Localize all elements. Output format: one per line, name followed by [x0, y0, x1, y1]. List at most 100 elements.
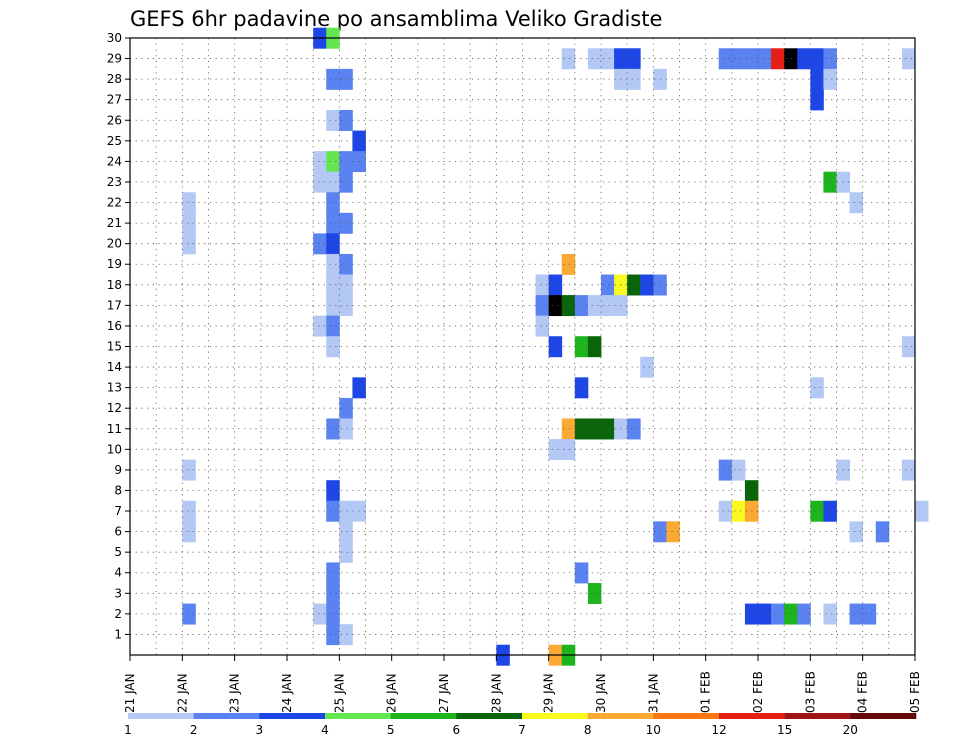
heatmap-cell [561, 439, 576, 461]
y-tick-label: 7 [114, 504, 122, 518]
heatmap-cell [810, 68, 824, 90]
legend-label: 6 [452, 723, 460, 737]
legend-swatch [850, 713, 917, 719]
y-tick-label: 20 [107, 237, 122, 251]
y-tick-label: 8 [114, 483, 122, 497]
legend-swatch [193, 713, 260, 719]
heatmap-cell [731, 48, 746, 70]
y-tick-label: 19 [107, 257, 122, 271]
heatmap-cell [339, 521, 353, 543]
legend-label: 3 [255, 723, 263, 737]
y-tick-label: 28 [107, 72, 122, 86]
heatmap-cell [640, 274, 654, 296]
heatmap-cell [339, 171, 353, 193]
heatmap-cell [601, 418, 615, 440]
heatmap-cell [574, 336, 589, 358]
heatmap-cell [326, 233, 340, 255]
heatmap-cell [326, 583, 340, 604]
legend-swatch [325, 713, 391, 719]
y-tick-label: 2 [114, 607, 122, 621]
heatmap-cell [810, 377, 824, 399]
y-tick-label: 4 [114, 566, 122, 580]
legend-label: 4 [321, 723, 329, 737]
y-tick-label: 11 [107, 422, 122, 436]
heatmap-cell [561, 418, 576, 440]
legend-label: 7 [518, 723, 526, 737]
heatmap-cell [849, 603, 864, 625]
heatmap-cell [561, 295, 576, 317]
heatmap-cell [535, 295, 550, 317]
heatmap-cell [718, 459, 733, 481]
legend-swatch [587, 713, 654, 719]
y-tick-label: 13 [107, 381, 122, 395]
heatmap-cell [326, 500, 340, 522]
heatmap-cell [823, 48, 837, 70]
heatmap-cell [587, 336, 602, 358]
heatmap-cell [601, 48, 615, 70]
heatmap-cell [823, 603, 837, 625]
heatmap-cell [797, 48, 811, 70]
heatmap-cell [640, 356, 654, 378]
heatmap-cell [601, 295, 615, 317]
heatmap-cell [758, 603, 772, 625]
heatmap-cell [339, 151, 353, 173]
legend-label: 2 [190, 723, 198, 737]
legend-swatch [259, 713, 326, 719]
heatmap-cell [823, 500, 837, 522]
heatmap-cell [313, 315, 327, 337]
heatmap-cell [810, 500, 824, 522]
heatmap-cell [326, 171, 340, 193]
heatmap-cell [731, 500, 746, 522]
legend-swatch [653, 713, 720, 719]
x-tick-label: 29 JAN [542, 673, 556, 713]
heatmap-cell [548, 274, 563, 296]
heatmap-cell [313, 233, 327, 255]
x-tick-label: 26 JAN [385, 673, 399, 713]
heatmap-cell [849, 192, 864, 214]
legend-label: 5 [387, 723, 395, 737]
legend-label: 10 [646, 723, 661, 737]
heatmap-cell [587, 583, 602, 604]
heatmap-cell [627, 418, 641, 440]
x-tick-label: 30 JAN [594, 673, 608, 713]
x-tick-label: 04 FEB [856, 671, 870, 713]
heatmap-cell [810, 89, 824, 111]
y-tick-label: 1 [114, 627, 122, 641]
heatmap-cell [574, 562, 589, 584]
y-tick-label: 10 [107, 442, 122, 456]
heatmap-cell [561, 48, 576, 70]
heatmap-cell [339, 295, 353, 317]
heatmap-cell [326, 151, 340, 173]
x-axis: 21 JAN 22 JAN 23 JAN 24 JAN 25 JAN 26 JAN 27 J… [123, 655, 922, 713]
heatmap-cell [339, 253, 353, 275]
y-tick-label: 26 [107, 113, 122, 127]
heatmap-cell [797, 603, 811, 625]
x-tick-label: 21 JAN [123, 673, 137, 713]
legend-swatch [784, 713, 851, 719]
y-tick-label: 25 [107, 134, 122, 148]
heatmap-cell [915, 500, 929, 522]
heatmap-cell [326, 109, 340, 131]
heatmap-cell [548, 439, 563, 461]
y-tick-label: 5 [114, 545, 122, 559]
legend-swatch [390, 713, 457, 719]
heatmap-cell [326, 624, 340, 646]
heatmap-cell [326, 562, 340, 584]
heatmap-cell [326, 68, 340, 90]
y-tick-label: 9 [114, 463, 122, 477]
legend-label: 12 [711, 723, 726, 737]
heatmap-cell [535, 274, 550, 296]
heatmap-cell [339, 418, 353, 440]
heatmap-cell [313, 151, 327, 173]
heatmap-cell [182, 233, 196, 255]
heatmap-cell [574, 377, 589, 399]
heatmap-cell [339, 624, 353, 646]
heatmap-cell [339, 541, 353, 563]
y-tick-label: 29 [107, 52, 122, 66]
heatmap-cell [731, 459, 746, 481]
heatmap-cell [587, 48, 602, 70]
heatmap-cell [901, 459, 916, 481]
y-tick-label: 6 [114, 525, 122, 539]
heatmap-cell [182, 192, 196, 214]
heatmap-cell [548, 336, 563, 358]
